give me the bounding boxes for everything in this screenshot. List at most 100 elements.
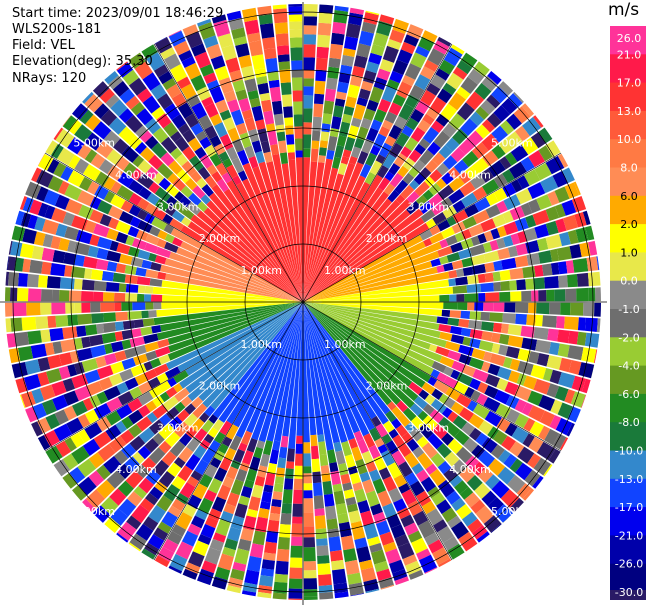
ray-gate [283, 106, 293, 118]
ray-gate [284, 117, 294, 126]
ray-gate [157, 229, 168, 240]
ray-gate [332, 483, 343, 492]
ray-gate [542, 263, 553, 276]
colorbar-tick: -26.0 [615, 558, 643, 571]
ray-gate [263, 110, 275, 125]
ray-gate [493, 105, 510, 122]
ray-gate [482, 242, 493, 253]
ray-gate [273, 8, 288, 24]
ray-gate [318, 12, 333, 24]
ray-gate [389, 142, 403, 158]
ray-gate [500, 280, 510, 291]
ray-gate [152, 207, 167, 221]
ray-gate [124, 456, 140, 472]
ray-gate [40, 302, 52, 315]
ray-gate [45, 413, 60, 430]
ray-gate [437, 88, 453, 104]
ray-gate [368, 444, 381, 459]
ray-gate [349, 7, 365, 15]
ray-gate [241, 109, 253, 120]
ray-gate [157, 521, 172, 534]
ray-gate [448, 176, 465, 192]
ray-signal [303, 302, 434, 376]
ray-gate [271, 499, 282, 508]
ray-gate [420, 209, 436, 223]
ray-signal [203, 207, 303, 302]
ray-gate [138, 186, 152, 200]
ray-gate [165, 205, 176, 217]
ring-label: 5.00km [491, 137, 533, 150]
ray-signal [164, 258, 303, 302]
ray-gate [394, 115, 408, 130]
ray-gate [485, 192, 499, 206]
ray-gate [303, 34, 317, 45]
ray-gate [348, 438, 358, 449]
ray-gate [158, 440, 172, 454]
ray-signal [232, 302, 303, 428]
ray-gate [72, 485, 88, 501]
ray-gate [144, 294, 152, 302]
ray-gate [64, 437, 77, 452]
elevation-label: Elevation(deg): 35.30 [12, 54, 153, 69]
ray-gate [456, 294, 465, 302]
ray-gate [55, 315, 69, 328]
ray-signal [303, 302, 432, 383]
ray-gate [523, 375, 538, 390]
ray-signal [288, 302, 303, 449]
ray-gate [90, 269, 104, 281]
ray-gate [549, 369, 562, 385]
ray-gate [481, 437, 498, 454]
ray-gate [509, 267, 524, 280]
ray-gate [327, 449, 337, 464]
ray-gate [219, 109, 232, 121]
ray-gate [352, 481, 363, 492]
ray-gate [488, 160, 506, 178]
ray-gate [509, 458, 523, 473]
ray-signal [303, 302, 413, 387]
ring-label: 5.00km [73, 505, 115, 518]
ray-gate [51, 207, 67, 224]
ray-gate [478, 340, 494, 352]
colorbar-tick: -13.0 [615, 473, 643, 486]
ray-gate [92, 121, 112, 140]
colorbar-segment [610, 139, 646, 168]
ray-gate [528, 351, 540, 364]
ray-gate [205, 516, 219, 529]
ray-gate [330, 470, 341, 486]
ray-gate [124, 377, 139, 391]
ray-gate [198, 22, 216, 40]
ray-gate [167, 505, 182, 518]
ray-signal [167, 302, 303, 345]
ray-gate [347, 84, 360, 99]
ray-gate [430, 96, 447, 114]
ray-gate [469, 244, 486, 257]
ray-gate [443, 467, 458, 482]
ray-gate [198, 497, 214, 514]
ray-gate [377, 490, 392, 507]
ray-gate [485, 204, 501, 219]
ray-gate [110, 508, 129, 526]
ray-gate [173, 370, 189, 384]
ray-gate [412, 446, 425, 459]
ray-gate [96, 247, 109, 260]
ray-gate [123, 162, 137, 176]
ray-gate [164, 103, 181, 120]
colorbar-unit: m/s [608, 0, 640, 20]
ray-signal [226, 180, 303, 302]
ray-gate [19, 243, 35, 259]
ray-gate [412, 510, 429, 526]
ray-gate [251, 54, 266, 70]
ray-gate [446, 72, 464, 90]
ray-gate [549, 415, 562, 430]
ray-gate [174, 421, 190, 438]
ray-gate [197, 18, 212, 27]
ray-gate [134, 141, 147, 155]
ray-gate [419, 229, 433, 241]
ray-gate [460, 76, 478, 94]
ray-gate [110, 181, 122, 194]
ray-gate [472, 368, 489, 383]
ray-gate [468, 223, 484, 237]
ray-gate [248, 496, 261, 511]
ray-gate [369, 542, 383, 553]
ray-gate [484, 410, 502, 427]
